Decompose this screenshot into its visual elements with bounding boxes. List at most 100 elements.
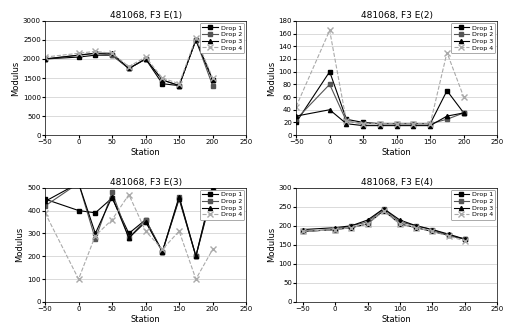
Drop 2	[42, 204, 48, 208]
Drop 2	[159, 250, 165, 254]
Drop 2	[381, 207, 387, 211]
Drop 2	[430, 227, 436, 231]
Drop 1	[377, 122, 383, 126]
Drop 3	[92, 51, 98, 55]
Line: Drop 2: Drop 2	[294, 82, 466, 126]
Drop 2	[427, 122, 433, 126]
X-axis label: Station: Station	[382, 315, 411, 324]
Drop 1	[76, 208, 82, 212]
Drop 3	[143, 220, 149, 224]
Drop 4	[293, 105, 299, 109]
Drop 3	[159, 250, 165, 254]
Drop 1	[427, 122, 433, 126]
Drop 2	[444, 117, 450, 121]
Line: Drop 1: Drop 1	[294, 70, 466, 126]
Drop 4	[332, 227, 338, 231]
Drop 3	[365, 218, 371, 222]
Y-axis label: Modulus: Modulus	[15, 227, 25, 262]
Drop 4	[300, 229, 306, 233]
Drop 1	[462, 237, 468, 241]
Drop 2	[92, 237, 98, 241]
Y-axis label: Modulus: Modulus	[11, 60, 20, 95]
Drop 2	[332, 227, 338, 231]
Legend: Drop 1, Drop 2, Drop 3, Drop 4: Drop 1, Drop 2, Drop 3, Drop 4	[200, 190, 244, 220]
Drop 3	[344, 122, 350, 126]
Drop 4	[327, 28, 333, 32]
Drop 1	[143, 57, 149, 61]
Y-axis label: Modulus: Modulus	[267, 60, 276, 95]
Drop 3	[327, 108, 333, 112]
Drop 3	[397, 218, 403, 222]
Drop 3	[159, 78, 165, 82]
Drop 4	[397, 222, 403, 226]
Drop 4	[365, 222, 371, 226]
Drop 2	[393, 122, 400, 126]
Drop 4	[176, 229, 182, 233]
Drop 1	[444, 89, 450, 93]
Drop 2	[300, 229, 306, 233]
Line: Drop 4: Drop 4	[42, 35, 215, 86]
Drop 3	[176, 195, 182, 199]
Drop 4	[193, 36, 199, 40]
Drop 4	[381, 209, 387, 213]
Y-axis label: Modulus: Modulus	[267, 227, 276, 262]
Drop 1	[210, 190, 216, 194]
Drop 1	[393, 122, 400, 126]
Drop 1	[360, 121, 366, 125]
Drop 2	[193, 254, 199, 258]
Drop 2	[159, 78, 165, 82]
Drop 1	[159, 250, 165, 254]
Drop 2	[460, 111, 467, 115]
Drop 1	[176, 197, 182, 201]
Drop 4	[210, 247, 216, 251]
Drop 3	[210, 186, 216, 190]
Drop 2	[462, 237, 468, 241]
Drop 1	[143, 218, 149, 222]
Drop 3	[410, 124, 417, 128]
Drop 4	[109, 51, 115, 55]
Drop 4	[344, 119, 350, 123]
Drop 3	[293, 114, 299, 118]
Drop 1	[413, 226, 419, 230]
Drop 4	[430, 229, 436, 233]
Drop 4	[126, 65, 132, 69]
Drop 1	[109, 53, 115, 57]
Drop 1	[42, 57, 48, 61]
Line: Drop 2: Drop 2	[301, 207, 467, 241]
Title: 481068, F3 E(4): 481068, F3 E(4)	[360, 178, 433, 187]
Drop 3	[427, 124, 433, 128]
Drop 2	[126, 66, 132, 70]
Drop 4	[393, 122, 400, 126]
Drop 3	[430, 227, 436, 231]
Drop 4	[92, 234, 98, 238]
Drop 4	[360, 122, 366, 126]
Drop 3	[360, 124, 366, 128]
Line: Drop 3: Drop 3	[43, 38, 215, 88]
Drop 2	[143, 57, 149, 61]
Drop 4	[159, 247, 165, 251]
Drop 1	[126, 231, 132, 236]
Drop 3	[348, 224, 354, 228]
Drop 1	[159, 82, 165, 86]
Legend: Drop 1, Drop 2, Drop 3, Drop 4: Drop 1, Drop 2, Drop 3, Drop 4	[200, 23, 244, 53]
Drop 1	[300, 229, 306, 233]
Drop 1	[344, 117, 350, 121]
Drop 4	[377, 122, 383, 126]
Drop 3	[393, 124, 400, 128]
Drop 1	[76, 55, 82, 59]
Line: Drop 1: Drop 1	[43, 38, 215, 88]
Drop 1	[365, 222, 371, 226]
Drop 4	[427, 122, 433, 126]
Drop 3	[143, 57, 149, 61]
Drop 2	[344, 119, 350, 123]
Drop 4	[176, 82, 182, 86]
Drop 4	[76, 51, 82, 55]
Drop 3	[444, 114, 450, 118]
Drop 1	[92, 211, 98, 215]
Drop 2	[92, 51, 98, 55]
Drop 4	[444, 51, 450, 55]
Drop 4	[42, 55, 48, 59]
Drop 3	[109, 195, 115, 199]
Drop 1	[397, 222, 403, 226]
Drop 4	[143, 55, 149, 59]
